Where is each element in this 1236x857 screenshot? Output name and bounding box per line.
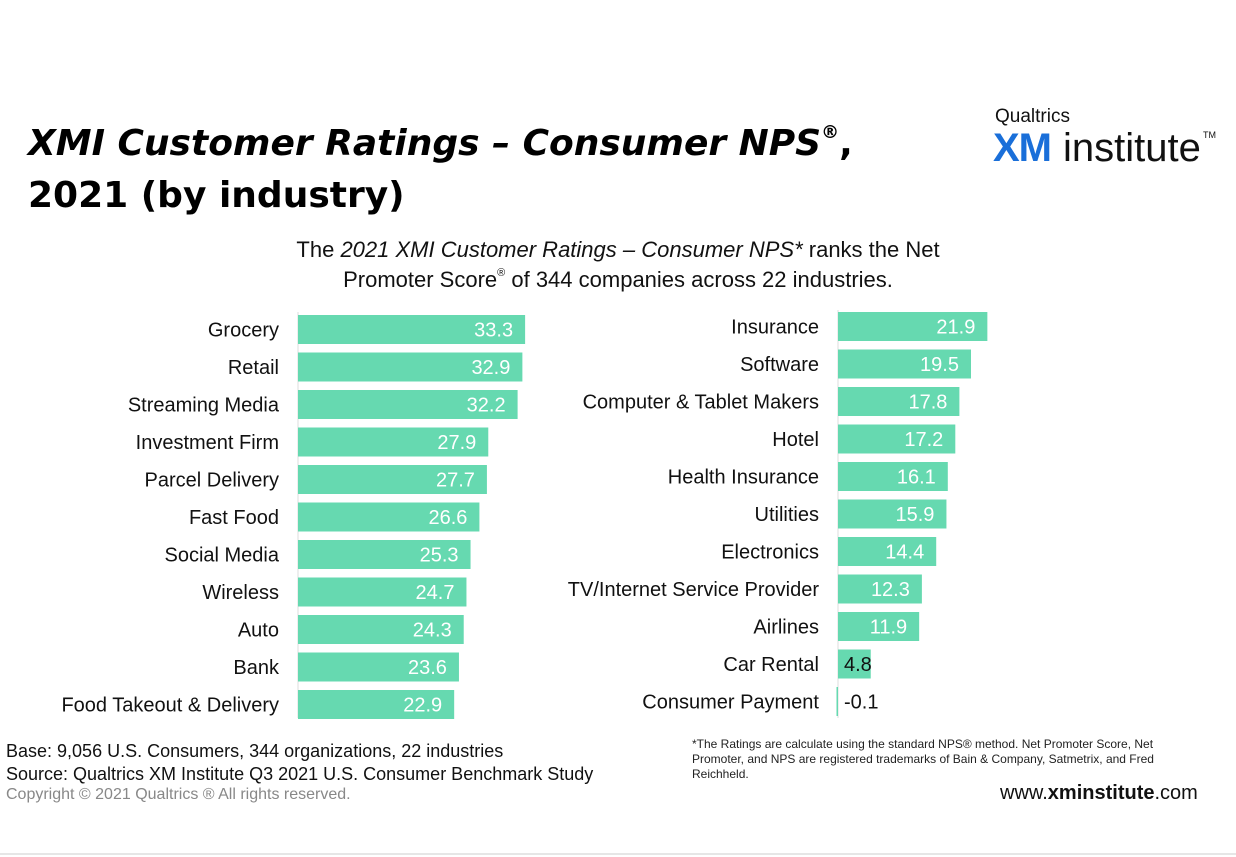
chart1-bar xyxy=(298,540,471,569)
chart2-data-label: 16.1 xyxy=(897,467,936,489)
chart2-category-label: Airlines xyxy=(753,617,819,639)
chart2-bar xyxy=(838,499,947,529)
chart2-data-label: 12.3 xyxy=(871,579,910,601)
logo-xm-text: XM xyxy=(993,126,1052,170)
xm-institute-logo: Qualtrics XM institute TM xyxy=(993,106,1223,176)
chart2-category-label: Software xyxy=(740,354,819,376)
chart1-bar xyxy=(298,352,523,382)
chart1-bar xyxy=(298,577,467,607)
footer-base: Base: 9,056 U.S. Consumers, 344 organiza… xyxy=(6,741,504,761)
chart1-category-label: Auto xyxy=(238,620,279,642)
title-comma: , xyxy=(839,123,853,164)
chart1-data-label: 32.2 xyxy=(467,395,506,417)
chart2-category-label: Computer & Tablet Makers xyxy=(583,392,819,414)
chart2-category-label: Car Rental xyxy=(723,654,819,676)
chart-subtitle: The 2021 XMI Customer Ratings – Consumer… xyxy=(0,235,1236,295)
chart2-data-label: 15.9 xyxy=(896,504,935,526)
subtitle-pre: The xyxy=(296,237,341,262)
chart1-data-label: 27.9 xyxy=(437,432,476,454)
title-italic: XMI Customer Ratings – Consumer NPS xyxy=(28,123,822,164)
subtitle-post1: ranks the Net xyxy=(802,237,940,262)
chart1-category-label: Investment Firm xyxy=(136,432,279,454)
chart2-data-label: 17.8 xyxy=(908,392,947,414)
chart1-data-label: 26.6 xyxy=(428,507,467,529)
chart1-bar xyxy=(298,502,480,532)
subtitle-line2-pre: Promoter Score xyxy=(343,267,498,292)
chart2-category-label: Utilities xyxy=(755,504,819,526)
chart1-category-label: Bank xyxy=(233,657,280,679)
chart1-category-label: Food Takeout & Delivery xyxy=(61,695,279,717)
chart1-data-label: 22.9 xyxy=(403,695,442,717)
title-reg-mark: ® xyxy=(821,122,840,143)
logo-institute-text: institute xyxy=(1063,126,1201,170)
chart1-category-label: Wireless xyxy=(202,582,279,604)
chart1-category-label: Social Media xyxy=(164,545,279,567)
chart2-bar xyxy=(838,612,920,641)
bottom-divider xyxy=(0,853,1236,855)
chart1-bar xyxy=(298,465,487,494)
chart2-data-label: -0.1 xyxy=(844,692,878,714)
chart-title: XMI Customer Ratings – Consumer NPS®, 20… xyxy=(28,118,928,222)
chart1-category-label: Parcel Delivery xyxy=(145,470,279,492)
subtitle-reg-mark: ® xyxy=(497,267,506,279)
chart2-data-label: 4.8 xyxy=(844,654,872,676)
title-line2: 2021 (by industry) xyxy=(28,175,405,216)
chart2-bar xyxy=(838,349,971,379)
chart2-bar xyxy=(836,687,838,716)
footer-trademark-note: *The Ratings are calculate using the sta… xyxy=(692,737,1154,781)
chart1-data-label: 32.9 xyxy=(471,357,510,379)
chart2-data-label: 19.5 xyxy=(920,354,959,376)
logo-qualtrics-text: Qualtrics xyxy=(995,106,1070,127)
chart1-data-label: 33.3 xyxy=(474,320,513,342)
chart2-data-label: 11.9 xyxy=(870,617,907,639)
chart2-bar xyxy=(838,387,960,416)
chart1-data-label: 24.7 xyxy=(416,582,455,604)
footer-website: www.xminstitute.com xyxy=(1000,782,1198,805)
chart1-bar xyxy=(298,615,464,644)
subtitle-italic: 2021 XMI Customer Ratings – Consumer NPS… xyxy=(340,237,803,262)
chart2-data-label: 17.2 xyxy=(904,429,943,451)
chart1-category-label: Fast Food xyxy=(189,507,279,529)
url-post: .com xyxy=(1154,782,1198,804)
chart1-category-label: Retail xyxy=(228,357,279,379)
chart1-data-label: 25.3 xyxy=(420,545,459,567)
chart2-category-label: Insurance xyxy=(731,317,819,339)
url-pre: www. xyxy=(1000,782,1048,804)
subtitle-line2-post: of 344 companies across 22 industries. xyxy=(505,267,893,292)
url-bold: xminstitute xyxy=(1047,782,1155,804)
footer-base-source: Base: 9,056 U.S. Consumers, 344 organiza… xyxy=(6,740,593,786)
chart1-bar xyxy=(298,690,455,719)
chart2-bar xyxy=(838,462,948,491)
chart1-category-label: Streaming Media xyxy=(128,395,280,417)
footer-source: Source: Qualtrics XM Institute Q3 2021 U… xyxy=(6,764,594,784)
chart2-category-label: Hotel xyxy=(772,429,819,451)
chart1-bar xyxy=(298,427,489,457)
chart2-bar xyxy=(838,312,988,341)
chart2-bar xyxy=(838,537,937,566)
chart2-category-label: Consumer Payment xyxy=(642,692,819,714)
chart2-data-label: 14.4 xyxy=(885,542,924,564)
chart2-bar xyxy=(838,649,871,679)
chart1-data-label: 24.3 xyxy=(413,620,452,642)
chart2-data-label: 21.9 xyxy=(936,317,975,339)
chart1-bar xyxy=(298,652,459,682)
footer-copyright: Copyright © 2021 Qualtrics ® All rights … xyxy=(6,786,351,803)
logo-tm-mark: TM xyxy=(1203,130,1216,140)
chart1-data-label: 27.7 xyxy=(436,470,475,492)
chart1-bar xyxy=(298,315,526,344)
chart1-data-label: 23.6 xyxy=(408,657,447,679)
chart2-bar xyxy=(838,424,956,454)
chart2-bar xyxy=(838,574,922,604)
chart2-category-label: Health Insurance xyxy=(668,467,819,489)
chart1-bar xyxy=(298,390,518,419)
chart2-category-label: Electronics xyxy=(721,542,819,564)
chart2-category-label: TV/Internet Service Provider xyxy=(568,579,820,601)
chart1-category-label: Grocery xyxy=(208,320,279,342)
